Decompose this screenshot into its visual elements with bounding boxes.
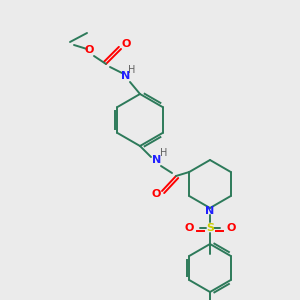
Text: O: O (121, 39, 131, 49)
Text: O: O (184, 223, 194, 233)
Text: O: O (84, 45, 94, 55)
Text: H: H (160, 148, 168, 158)
Text: S: S (206, 223, 214, 233)
Text: H: H (128, 65, 136, 75)
Text: N: N (206, 206, 214, 216)
Text: O: O (226, 223, 236, 233)
Text: N: N (152, 155, 162, 165)
Text: O: O (151, 189, 161, 199)
Text: N: N (122, 71, 130, 81)
